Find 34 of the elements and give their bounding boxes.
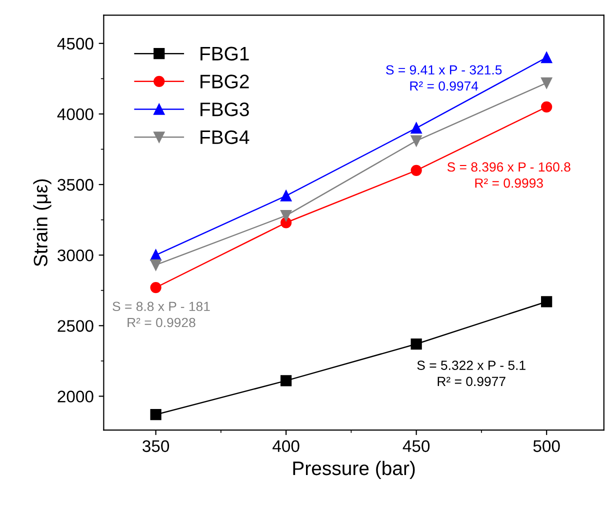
point bbox=[280, 190, 292, 202]
annotation: S = 9.41 x P - 321.5 R² = 0.9974 bbox=[386, 65, 502, 91]
point bbox=[541, 52, 552, 64]
legend-label: FBG1 bbox=[200, 46, 249, 61]
point bbox=[150, 259, 162, 271]
y-tick-label: 4000 bbox=[57, 108, 94, 120]
point bbox=[541, 296, 552, 308]
annotation: S = 5.322 x P - 5.1 R² = 0.9977 bbox=[417, 360, 526, 386]
y-tick-label: 4500 bbox=[57, 38, 94, 50]
y-tick-label: 2500 bbox=[58, 320, 94, 332]
annotation: S = 8.8 x P - 181 R² = 0.9928 bbox=[112, 302, 210, 328]
y-axis-title: Strain (με) bbox=[33, 179, 52, 266]
point bbox=[541, 101, 552, 112]
y-tick-label: 3500 bbox=[58, 178, 94, 191]
x-tick-label: 500 bbox=[533, 440, 560, 452]
x-tick-label: 450 bbox=[402, 440, 430, 452]
y-tick-label: 2000 bbox=[58, 390, 94, 402]
point bbox=[410, 164, 422, 176]
legend-label: FBG3 bbox=[200, 102, 249, 116]
x-axis-title: Pressure (bar) bbox=[293, 460, 415, 480]
point bbox=[410, 338, 422, 350]
x-tick-label: 350 bbox=[142, 440, 170, 452]
point bbox=[410, 122, 422, 134]
point bbox=[280, 210, 292, 222]
point bbox=[150, 409, 162, 420]
point bbox=[410, 135, 422, 146]
point bbox=[541, 77, 552, 88]
point bbox=[150, 282, 162, 294]
point bbox=[280, 375, 292, 386]
legend-label: FBG4 bbox=[200, 130, 250, 144]
x-tick-label: 400 bbox=[272, 440, 300, 452]
annotation: S = 8.396 x P - 160.8 R² = 0.9993 bbox=[447, 162, 570, 188]
legend-label: FBG2 bbox=[200, 74, 249, 88]
y-tick-label: 3000 bbox=[58, 250, 94, 262]
